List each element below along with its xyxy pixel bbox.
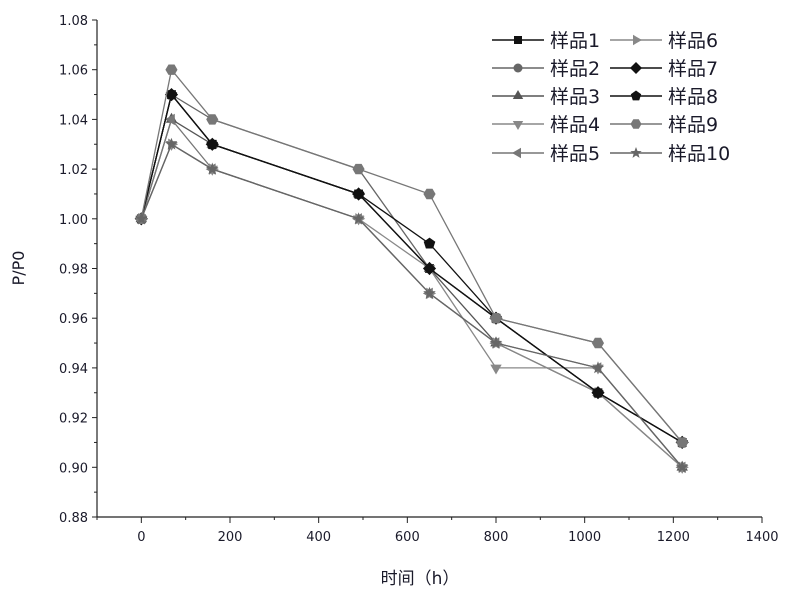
triangle-right-marker bbox=[633, 34, 642, 46]
x-tick-label: 1200 bbox=[657, 530, 690, 545]
pentagon-marker bbox=[630, 90, 642, 101]
diamond-marker bbox=[630, 62, 642, 74]
series-line bbox=[140, 143, 683, 468]
x-tick-label: 1000 bbox=[568, 530, 601, 545]
legend-label: 样品9 bbox=[668, 114, 718, 136]
legend-label: 样品5 bbox=[550, 143, 600, 165]
series-4 bbox=[135, 141, 688, 474]
hexagon-marker bbox=[591, 337, 604, 349]
y-tick-label: 0.92 bbox=[59, 412, 88, 427]
series-line bbox=[140, 118, 683, 468]
series-layer bbox=[134, 64, 689, 474]
series-line bbox=[140, 68, 683, 443]
star-marker bbox=[352, 212, 365, 225]
legend-label: 样品1 bbox=[550, 30, 600, 52]
legend-label: 样品3 bbox=[550, 86, 600, 108]
series-line bbox=[140, 143, 683, 468]
legend-item: 样品9 bbox=[610, 114, 718, 136]
series-9 bbox=[135, 64, 689, 448]
hexagon-marker bbox=[676, 437, 689, 448]
hexagon-marker bbox=[630, 119, 642, 129]
hexagon-marker bbox=[165, 64, 178, 75]
x-axis-label: 时间（h） bbox=[381, 569, 460, 589]
axes: 0.88 0.90 0.92 0.94 0.96 0.98 1.00 1.02 1.04 1.06… bbox=[59, 14, 779, 545]
x-tick-label: 200 bbox=[218, 530, 243, 545]
legend-label: 样品2 bbox=[550, 58, 600, 80]
series-8 bbox=[135, 88, 688, 448]
star-marker bbox=[630, 147, 642, 158]
square-marker bbox=[514, 36, 522, 44]
legend-item: 样品1 bbox=[492, 30, 600, 52]
star-marker bbox=[206, 162, 219, 175]
pentagon-marker bbox=[165, 88, 178, 100]
series-line bbox=[140, 143, 683, 468]
legend-item: 样品5 bbox=[492, 143, 600, 165]
hexagon-marker bbox=[352, 163, 365, 175]
pentagon-marker bbox=[592, 386, 604, 398]
y-tick-label: 1.02 bbox=[59, 163, 88, 178]
y-tick-label: 0.88 bbox=[59, 511, 88, 526]
legend-label: 样品7 bbox=[668, 58, 718, 80]
triangle-left-marker bbox=[512, 147, 521, 159]
legend-item: 样品8 bbox=[610, 86, 718, 108]
legend-item: 样品6 bbox=[610, 30, 718, 52]
y-tick-label: 0.90 bbox=[59, 461, 88, 476]
pentagon-marker bbox=[206, 138, 218, 150]
star-marker bbox=[675, 460, 689, 473]
x-tick-label: 800 bbox=[484, 530, 509, 545]
x-tick-label: 600 bbox=[395, 530, 420, 545]
pentagon-marker bbox=[423, 237, 436, 249]
legend-item: 样品10 bbox=[610, 143, 730, 165]
circle-marker bbox=[513, 63, 523, 73]
y-tick-label: 1.08 bbox=[59, 14, 88, 29]
y-tick-label: 1.04 bbox=[59, 113, 88, 128]
y-tick-label: 0.98 bbox=[59, 263, 88, 278]
y-tick-label: 0.94 bbox=[59, 362, 88, 377]
series-10 bbox=[135, 137, 689, 473]
triangle-down-marker bbox=[490, 364, 502, 375]
series-line bbox=[140, 118, 683, 468]
legend: 样品1 样品2 样品3 样品4 样品5 样品6 样品7 样品8 样品9 样品10 bbox=[492, 30, 730, 165]
legend-label: 样品4 bbox=[550, 114, 600, 136]
y-tick-label: 0.96 bbox=[59, 312, 88, 327]
star-marker bbox=[489, 336, 503, 349]
x-tick-label: 1400 bbox=[745, 530, 778, 545]
legend-label: 样品10 bbox=[668, 143, 730, 165]
x-tick-label: 400 bbox=[306, 530, 331, 545]
triangle-left-marker bbox=[164, 113, 175, 126]
pentagon-marker bbox=[352, 187, 365, 199]
x-tick-label: 0 bbox=[137, 530, 145, 545]
star-marker bbox=[591, 361, 605, 374]
hexagon-marker bbox=[423, 188, 436, 200]
legend-item: 样品3 bbox=[492, 86, 600, 108]
series-1 bbox=[136, 90, 687, 447]
hexagon-marker bbox=[206, 114, 219, 125]
y-tick-label: 1.06 bbox=[59, 64, 88, 79]
triangle-down-marker bbox=[512, 121, 524, 130]
legend-item: 样品4 bbox=[492, 114, 600, 136]
series-line bbox=[140, 93, 683, 443]
legend-label: 样品8 bbox=[668, 86, 718, 108]
legend-item: 样品7 bbox=[610, 58, 718, 80]
hexagon-marker bbox=[489, 313, 503, 324]
y-tick-label: 1.00 bbox=[59, 213, 88, 228]
series-3 bbox=[135, 112, 688, 471]
star-marker bbox=[135, 212, 148, 225]
triangle-up-marker bbox=[512, 90, 524, 99]
y-axis-label: P/P0 bbox=[9, 251, 28, 286]
series-2 bbox=[136, 89, 688, 448]
legend-item: 样品2 bbox=[492, 58, 600, 80]
series-7 bbox=[134, 88, 689, 449]
diamond-marker bbox=[422, 261, 437, 276]
legend-label: 样品6 bbox=[668, 30, 718, 52]
star-marker bbox=[165, 137, 178, 150]
star-marker bbox=[423, 286, 436, 299]
